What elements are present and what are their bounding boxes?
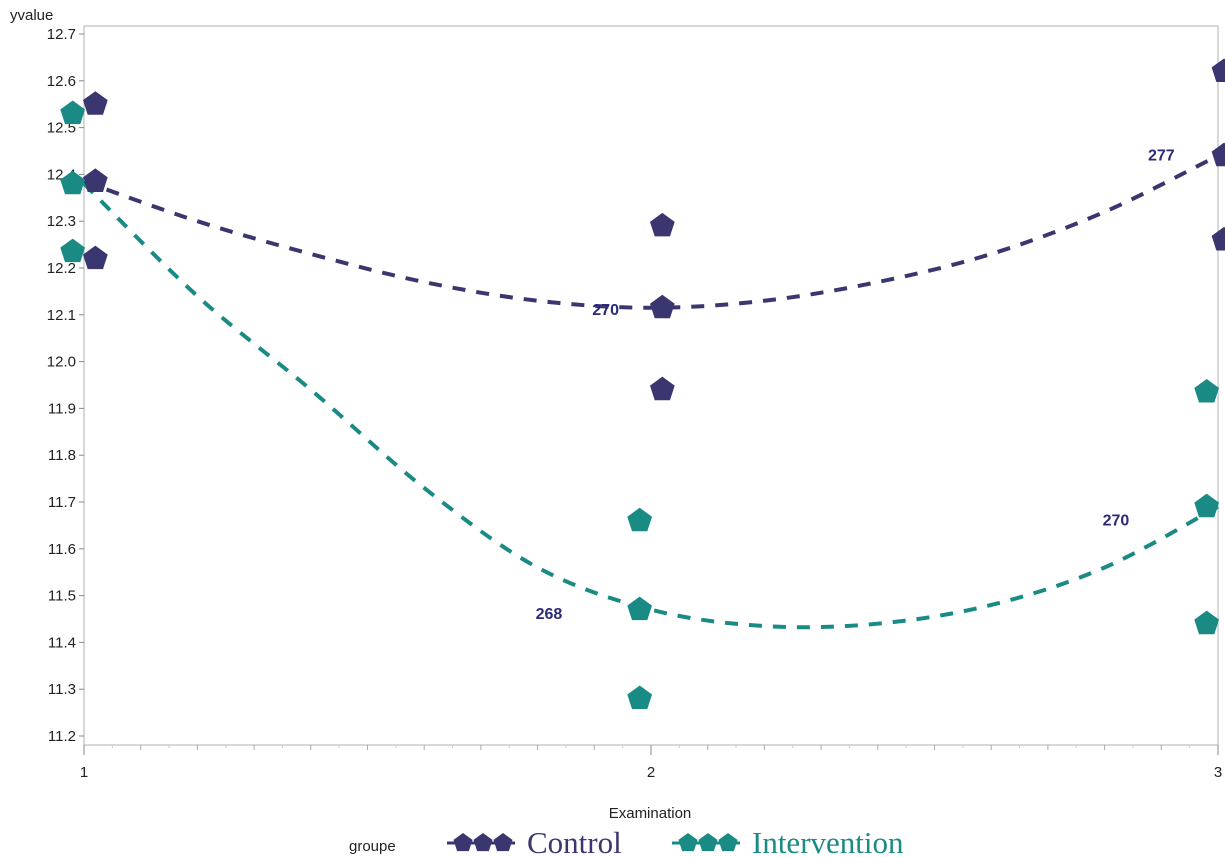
legend-label: Intervention xyxy=(752,825,904,857)
point-label: 270 xyxy=(592,302,619,319)
y-tick-label: 12.2 xyxy=(47,260,76,277)
trend-curve-intervention xyxy=(82,182,1219,630)
data-point-intervention xyxy=(627,685,653,710)
point-label: 270 xyxy=(1103,512,1130,529)
y-tick-label: 11.7 xyxy=(48,494,76,511)
data-point-intervention xyxy=(1194,493,1220,518)
data-point-control xyxy=(1211,142,1225,167)
y-tick-label: 12.6 xyxy=(47,73,76,90)
data-point-intervention xyxy=(60,100,86,125)
data-point-control xyxy=(82,168,108,192)
data-point-intervention xyxy=(1194,610,1220,635)
trend-curve-control xyxy=(83,153,1219,310)
y-tick-label: 12.7 xyxy=(47,26,76,43)
point-label: 277 xyxy=(1148,147,1175,164)
y-axis-title: yvalue xyxy=(10,7,53,24)
data-point-control xyxy=(649,376,675,401)
legend-marker xyxy=(493,833,513,852)
y-tick-label: 11.6 xyxy=(48,541,76,558)
y-tick-label: 12.3 xyxy=(47,213,76,230)
legend-title: groupe xyxy=(349,838,396,855)
data-point-control xyxy=(1211,58,1225,82)
y-tick-label: 11.3 xyxy=(48,681,76,698)
data-point-control xyxy=(649,294,675,319)
y-tick-label: 11.8 xyxy=(48,447,76,464)
y-tick-label: 12.0 xyxy=(47,354,76,371)
legend-marker xyxy=(473,833,493,852)
legend-label: Control xyxy=(527,825,622,857)
data-point-control xyxy=(82,91,108,115)
y-tick-label: 11.4 xyxy=(48,634,76,651)
legend-marker xyxy=(453,833,473,852)
x-axis-title: Examination xyxy=(609,805,692,822)
legend-marker xyxy=(718,833,738,852)
legend-item-control: Control xyxy=(447,825,622,857)
point-label: 268 xyxy=(536,606,563,623)
y-tick-label: 11.9 xyxy=(48,400,76,417)
x-tick-label: 2 xyxy=(647,764,655,781)
data-point-intervention xyxy=(60,238,86,263)
data-point-intervention xyxy=(60,170,86,195)
legend-marker xyxy=(678,833,698,852)
y-tick-label: 11.5 xyxy=(48,588,76,605)
data-point-intervention xyxy=(627,596,653,621)
data-point-intervention xyxy=(627,507,653,532)
legend-marker xyxy=(698,833,718,852)
data-point-control xyxy=(649,212,675,237)
y-tick-label: 11.2 xyxy=(48,728,76,745)
data-point-intervention xyxy=(1194,379,1220,403)
legend-item-intervention: Intervention xyxy=(672,825,904,857)
y-tick-label: 12.1 xyxy=(47,307,76,324)
data-point-control xyxy=(1211,226,1225,251)
data-point-control xyxy=(82,245,108,270)
x-tick-label: 1 xyxy=(80,764,88,781)
x-tick-label: 3 xyxy=(1214,764,1222,781)
